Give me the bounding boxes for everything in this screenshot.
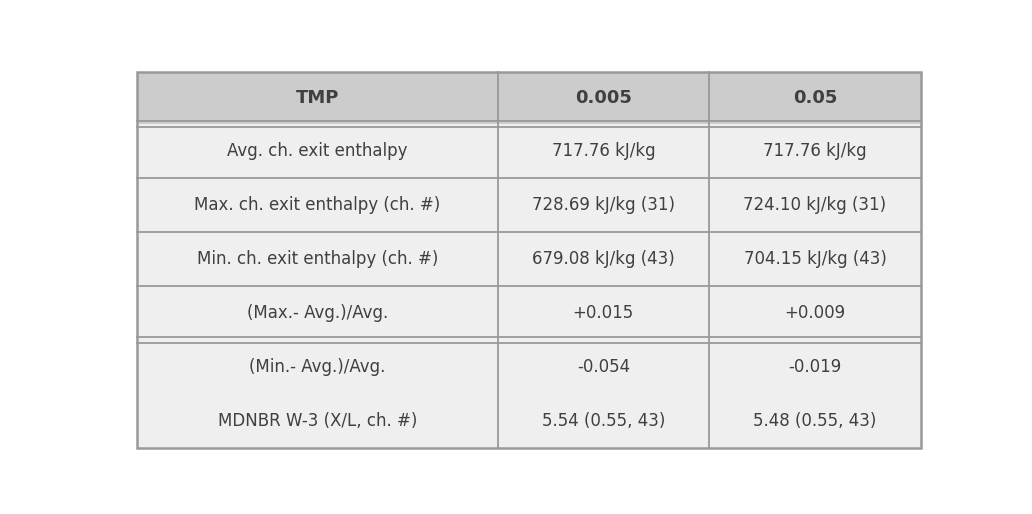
Text: (Min.- Avg.)/Avg.: (Min.- Avg.)/Avg. xyxy=(249,358,386,376)
Bar xyxy=(709,340,921,448)
Text: 5.48 (0.55, 43): 5.48 (0.55, 43) xyxy=(753,412,876,430)
Bar xyxy=(137,124,497,178)
Bar xyxy=(497,286,709,340)
Text: Avg. ch. exit enthalpy: Avg. ch. exit enthalpy xyxy=(227,142,408,160)
Bar xyxy=(497,124,709,178)
Text: 679.08 kJ/kg (43): 679.08 kJ/kg (43) xyxy=(531,250,675,268)
Text: 717.76 kJ/kg: 717.76 kJ/kg xyxy=(764,142,867,160)
Bar xyxy=(709,232,921,286)
Text: +0.009: +0.009 xyxy=(784,304,845,322)
Bar xyxy=(709,71,921,124)
Text: 5.54 (0.55, 43): 5.54 (0.55, 43) xyxy=(542,412,665,430)
Bar xyxy=(137,340,497,448)
Text: Max. ch. exit enthalpy (ch. #): Max. ch. exit enthalpy (ch. #) xyxy=(194,196,441,214)
Bar xyxy=(709,178,921,232)
Bar xyxy=(709,286,921,340)
Bar xyxy=(137,232,497,286)
Bar xyxy=(137,178,497,232)
Text: 717.76 kJ/kg: 717.76 kJ/kg xyxy=(551,142,655,160)
Bar xyxy=(137,286,497,340)
Text: MDNBR W-3 (X/L, ch. #): MDNBR W-3 (X/L, ch. #) xyxy=(218,412,417,430)
Bar xyxy=(497,232,709,286)
Text: 728.69 kJ/kg (31): 728.69 kJ/kg (31) xyxy=(531,196,675,214)
Text: (Max.- Avg.)/Avg.: (Max.- Avg.)/Avg. xyxy=(247,304,388,322)
Text: TMP: TMP xyxy=(295,89,338,107)
Text: 0.05: 0.05 xyxy=(793,89,837,107)
Text: -0.054: -0.054 xyxy=(577,358,630,376)
Text: -0.019: -0.019 xyxy=(788,358,842,376)
Bar xyxy=(497,178,709,232)
Text: +0.015: +0.015 xyxy=(573,304,634,322)
Bar xyxy=(137,71,497,124)
Text: Min. ch. exit enthalpy (ch. #): Min. ch. exit enthalpy (ch. #) xyxy=(196,250,438,268)
Bar xyxy=(497,340,709,448)
Text: 0.005: 0.005 xyxy=(575,89,632,107)
Text: 704.15 kJ/kg (43): 704.15 kJ/kg (43) xyxy=(743,250,886,268)
Bar xyxy=(709,124,921,178)
Bar xyxy=(497,71,709,124)
Text: 724.10 kJ/kg (31): 724.10 kJ/kg (31) xyxy=(743,196,886,214)
